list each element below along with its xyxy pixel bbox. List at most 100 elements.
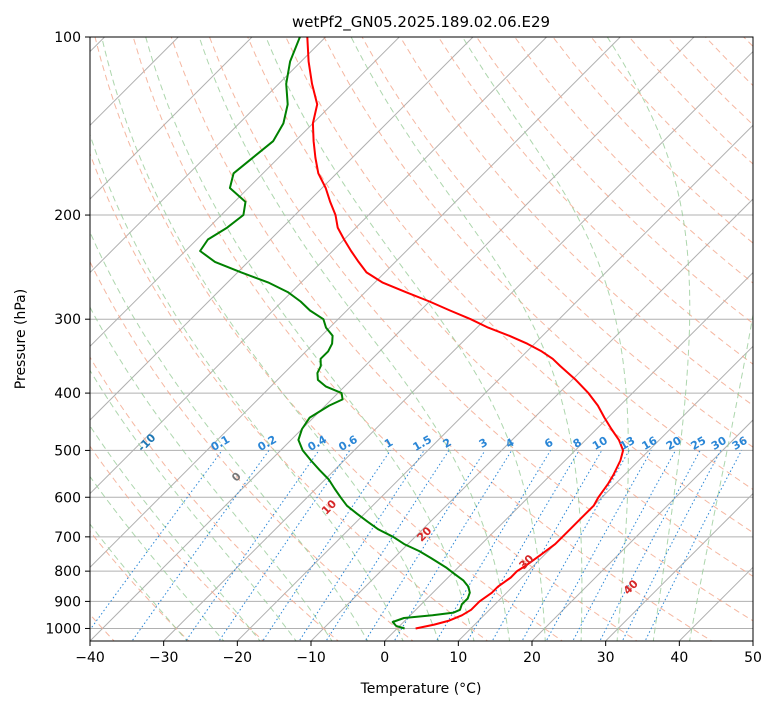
mixing-ratio-label: 6 (542, 436, 555, 451)
x-tick-label: −30 (149, 650, 179, 666)
dry-adiabat (94, 37, 564, 641)
dry-adiabat (323, 37, 753, 491)
isotherm-gridline (383, 271, 753, 641)
chart-title: wetPf2_GN05.2025.189.02.06.E29 (292, 13, 550, 32)
isotherm-gridline (752, 640, 753, 641)
moist-adiabat (462, 37, 629, 641)
y-tick-label: 800 (54, 564, 81, 580)
moist-adiabat (689, 312, 753, 641)
mixing-ratio-line (435, 450, 552, 641)
x-tick-label: 10 (449, 650, 467, 666)
mixing-ratio-line (185, 450, 320, 641)
moist-adiabat (90, 133, 404, 641)
y-tick-label: 700 (54, 530, 81, 546)
dry-adiabat (399, 37, 753, 407)
mixing-ratio-line (644, 450, 742, 641)
y-tick-label: 100 (54, 30, 81, 46)
x-axis-label: Temperature (°C) (360, 681, 482, 697)
y-axis-label: Pressure (hPa) (13, 289, 29, 389)
dry-adiabat (90, 356, 339, 641)
isotherm-gridline (531, 419, 753, 641)
moist-adiabat (90, 523, 188, 641)
dry-adiabat-label: 40 (621, 577, 641, 597)
dry-adiabat (209, 37, 753, 622)
mixing-ratio-line (131, 450, 270, 641)
mixing-ratio-line (218, 450, 351, 641)
isotherm-gridline (90, 37, 474, 421)
dry-adiabat (247, 37, 753, 577)
dry-adiabat-label: 0 (229, 469, 244, 484)
moist-adiabat (90, 230, 369, 641)
y-tick-label: 500 (54, 443, 81, 459)
moist-adiabat (265, 37, 546, 641)
moist-adiabat (90, 475, 225, 641)
dry-adiabat (285, 37, 753, 534)
mixing-ratio-line (298, 450, 425, 641)
dewpoint-line (199, 37, 471, 630)
isotherm-gridline (310, 198, 753, 641)
isotherm-gridline (90, 37, 695, 641)
mixing-ratio-label: 3 (477, 436, 490, 451)
mixing-ratio-line (466, 450, 580, 641)
dry-adiabat (514, 37, 753, 284)
y-tick-label: 400 (54, 386, 81, 402)
axes-ticks: −40 −30 −20 −10 0 10 20 30 40 5010009008007006005… (45, 30, 762, 666)
plot-frame (89, 36, 754, 642)
isotherm-gridline (90, 37, 622, 569)
background-lines (90, 37, 753, 641)
temperature-line (306, 37, 625, 630)
y-tick-label: 1000 (45, 621, 81, 637)
x-tick-label: 50 (744, 650, 762, 666)
moist-adiabat (101, 37, 440, 641)
dry-adiabat (90, 260, 414, 641)
mixing-ratio-label: 2 (441, 436, 454, 451)
x-tick-label: 0 (380, 650, 389, 666)
mixing-ratio-line (572, 450, 676, 641)
series-layer (199, 37, 625, 630)
mixing-ratio-line (90, 450, 223, 631)
isotherm-gridline (90, 37, 401, 348)
mixing-ratio-line (545, 450, 652, 641)
isotherm-gridline (604, 492, 753, 641)
dry-adiabat (743, 37, 753, 48)
moist-adiabat (90, 306, 333, 641)
dry-adiabat (170, 37, 713, 641)
dry-adiabat (132, 37, 638, 641)
mixing-ratio-line (364, 450, 486, 641)
y-tick-label: 200 (54, 208, 81, 224)
isotherm-gridline (90, 37, 327, 274)
x-tick-label: 30 (597, 650, 615, 666)
x-tick-label: −10 (296, 650, 326, 666)
mixing-ratio-line (325, 450, 450, 641)
y-tick-label: 600 (54, 490, 81, 506)
mixing-ratio-line (621, 450, 722, 641)
dry-adiabat (552, 37, 753, 244)
y-tick-label: 300 (54, 312, 81, 328)
x-tick-label: 40 (670, 650, 688, 666)
isotherm-gridline (236, 124, 753, 641)
line-labels: 0.10.20.40.611.52346810131620253036-100-… (135, 431, 750, 597)
isotherm-gridline (162, 50, 753, 641)
moist-adiabat (606, 37, 691, 641)
moist-adiabat (350, 37, 583, 641)
x-tick-label: 20 (523, 650, 541, 666)
isotherm-gridline (90, 37, 548, 495)
dry-adiabat (90, 152, 489, 641)
moist-adiabat (90, 369, 297, 641)
moist-adiabat (198, 37, 511, 641)
mixing-ratio-line (599, 450, 701, 641)
moist-adiabat (145, 37, 475, 641)
dry-adiabat-label: 20 (414, 524, 434, 544)
mixing-ratio-line (262, 450, 391, 641)
x-tick-label: −20 (223, 650, 253, 666)
x-tick-label: −40 (75, 650, 105, 666)
mixing-ratio-label: 4 (503, 436, 516, 451)
dry-adiabat (476, 37, 753, 325)
dry-adiabat (590, 37, 753, 205)
isotherm-gridline (90, 37, 253, 200)
y-tick-label: 900 (54, 594, 81, 610)
dry-adiabat (90, 445, 265, 641)
moist-adiabat (90, 425, 261, 641)
